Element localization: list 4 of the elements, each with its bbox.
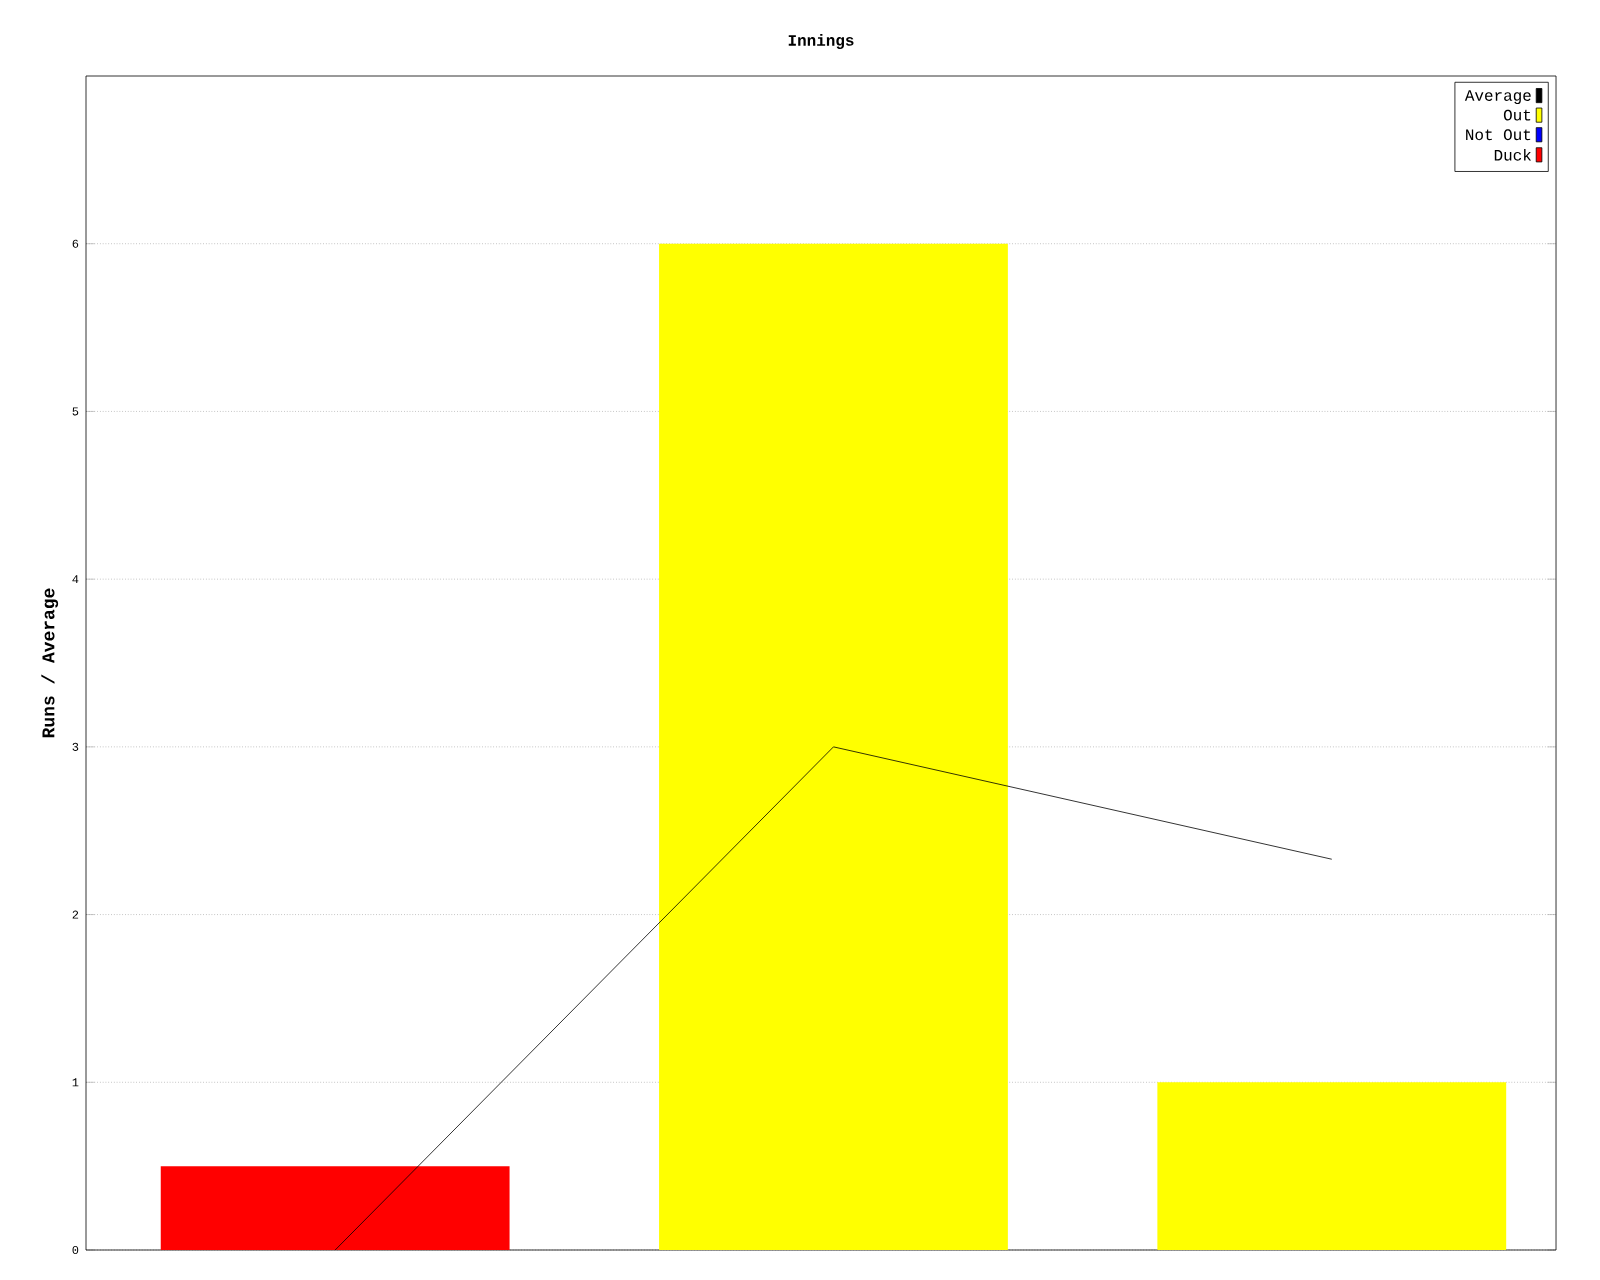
bar [1157, 1082, 1507, 1250]
bar [160, 1166, 510, 1250]
y-axis-title: Runs / Average [41, 588, 59, 738]
bar [659, 243, 1008, 1250]
